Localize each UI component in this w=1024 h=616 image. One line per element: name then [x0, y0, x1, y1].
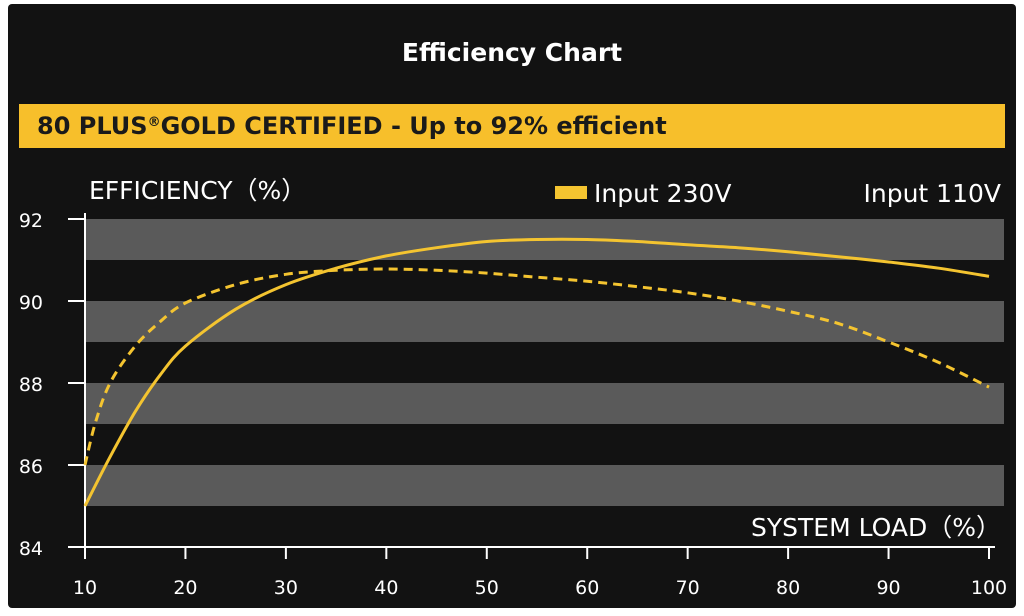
series-line-input-230v: [83, 237, 990, 507]
x-axis-title: SYSTEM LOAD（%）: [751, 513, 1001, 542]
x-tick-label-0: 10: [73, 577, 97, 599]
certification-banner: 80 PLUS ® GOLD CERTIFIED - Up to 92% effi…: [19, 104, 1005, 148]
chart-panel: Efficiency Chart 80 PLUS ® GOLD CERTIFIED…: [8, 4, 1016, 608]
y-tick-label-0: 84: [19, 538, 43, 560]
x-tick-label-6: 70: [676, 577, 700, 599]
legend-label-1: Input 110V: [864, 179, 1002, 208]
x-tick-label-3: 40: [374, 577, 398, 599]
grid-band-1: [85, 383, 1004, 424]
y-axis-title: EFFICIENCY（%）: [89, 176, 306, 205]
y-tick-label-1: 86: [19, 456, 43, 478]
plot-series: [83, 237, 990, 507]
series-line-input-110v: [83, 267, 990, 466]
registered-mark: ®: [147, 114, 161, 130]
chart-title: Efficiency Chart: [401, 38, 623, 67]
x-tick-label-2: 30: [274, 577, 298, 599]
y-tick-label-3: 90: [19, 292, 43, 314]
legend-label-0: Input 230V: [594, 179, 732, 208]
x-tick-label-7: 80: [776, 577, 800, 599]
x-tick-label-1: 20: [173, 577, 197, 599]
x-tick-label-4: 50: [475, 577, 499, 599]
plot-labels: 84 86 88 90 92 10 20 30 40 50 60 70 80 90 100 EFFICIENC…: [19, 176, 1007, 599]
plot-bands: [85, 219, 1004, 506]
legend-swatch-0: [555, 186, 587, 199]
efficiency-plot: 84 86 88 90 92 10 20 30 40 50 60 70 80 90 100 EFFICIENC…: [19, 176, 1007, 599]
plot-axes: [68, 213, 995, 559]
x-tick-label-5: 60: [575, 577, 599, 599]
y-tick-label-2: 88: [19, 374, 43, 396]
banner-prefix: 80 PLUS: [37, 112, 148, 140]
grid-band-2: [85, 301, 1004, 342]
x-tick-label-9: 100: [971, 577, 1007, 599]
y-tick-label-4: 92: [19, 210, 43, 232]
banner-suffix: GOLD CERTIFIED - Up to 92% efficient: [160, 112, 667, 140]
grid-band-0: [85, 465, 1004, 506]
x-tick-label-8: 90: [876, 577, 900, 599]
